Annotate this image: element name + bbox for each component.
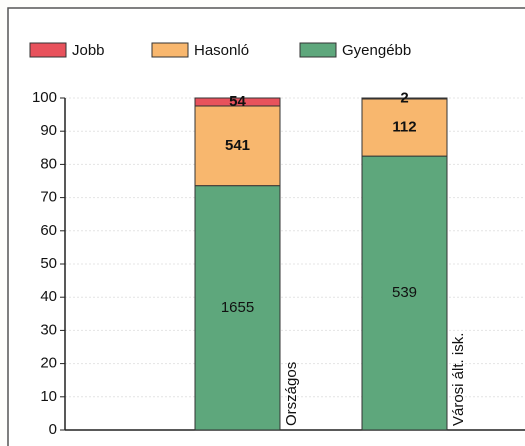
y-tick-label: 30 [40,321,57,338]
count-label: 1655 [221,299,254,316]
y-tick-label: 70 [40,189,57,206]
y-tick-label: 0 [49,421,57,438]
bar-segment [194,105,281,187]
y-tick-label: 60 [40,222,57,239]
bar-segment [361,98,448,157]
y-tick-label: 20 [40,355,57,372]
legend-swatch [29,42,67,58]
bar-segment [194,185,281,431]
x-tick-label: Városi ált. isk. [450,333,467,426]
legend-swatch [299,42,337,58]
bar-segment [361,155,448,431]
legend-label: Jobb [72,42,105,59]
count-label: 2 [400,89,408,106]
legend-label: Hasonló [194,42,249,59]
y-tick-label: 100 [32,89,57,106]
legend-swatch [151,42,189,58]
x-tick-label: Országos [283,362,300,426]
y-tick-label: 40 [40,288,57,305]
count-label: 541 [225,137,250,154]
y-tick-label: 80 [40,155,57,172]
y-tick-label: 50 [40,255,57,272]
y-tick-label: 90 [40,122,57,139]
bar-segment [194,97,281,107]
legend-label: Gyengébb [342,42,411,59]
bar-segment [361,97,448,100]
count-label: 112 [392,119,416,136]
y-tick-label: 10 [40,388,57,405]
count-label: 539 [392,284,417,301]
count-label: 54 [229,93,246,110]
